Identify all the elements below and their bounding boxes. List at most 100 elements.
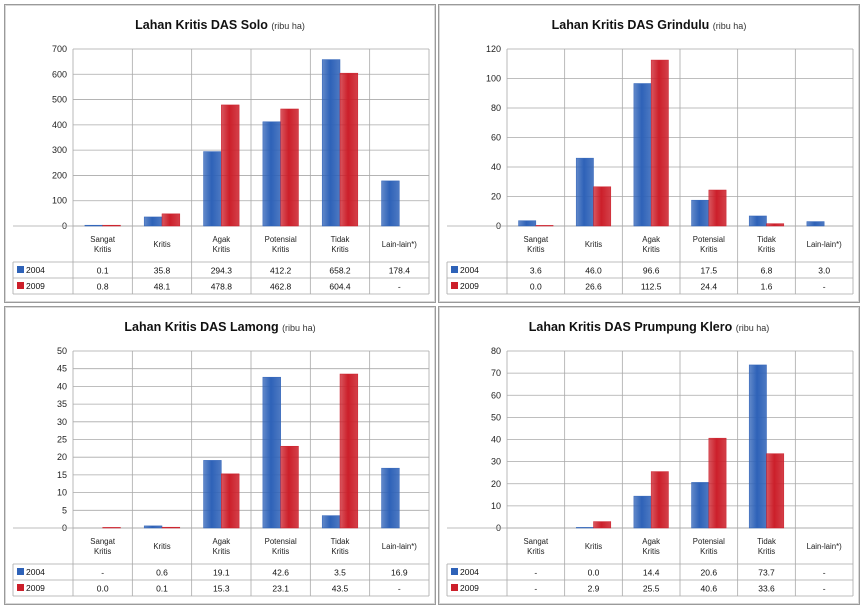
category-label: Tidak Kritis bbox=[331, 537, 350, 556]
category-label-line: Sangat bbox=[90, 537, 116, 546]
bar-2004 bbox=[748, 215, 767, 227]
category-label: Lain-lain*) bbox=[382, 542, 418, 551]
bar-2009 bbox=[766, 223, 785, 227]
category-label: Potensial Kritis bbox=[693, 235, 725, 254]
category-label: Sangat Kritis bbox=[90, 537, 116, 556]
category-label-line: Kritis bbox=[585, 240, 602, 249]
legend-label-2004: 2004 bbox=[26, 567, 45, 577]
category-label-line: Kritis bbox=[94, 547, 111, 556]
data-label: 16.9 bbox=[391, 568, 408, 578]
category-label-line: Potensial bbox=[265, 537, 297, 546]
data-label: - bbox=[534, 584, 537, 594]
category-label-line: Kritis bbox=[153, 542, 170, 551]
category-label-line: Tidak bbox=[331, 235, 350, 244]
category-label-line: Lain-lain*) bbox=[807, 240, 843, 249]
category-label-line: Kritis bbox=[331, 245, 348, 254]
category-label-line: Tidak bbox=[757, 235, 776, 244]
chart-title: Lahan Kritis DAS Prumpung Klero (ribu ha… bbox=[529, 320, 769, 334]
bar-2004 bbox=[143, 525, 163, 529]
y-tick-label: 400 bbox=[52, 120, 67, 130]
bar-2009 bbox=[593, 521, 612, 529]
chart-svg-solo: Lahan Kritis DAS Solo (ribu ha)010020030… bbox=[12, 18, 430, 295]
y-tick-label: 40 bbox=[491, 162, 501, 172]
chart-panel-grindulu: Lahan Kritis DAS Grindulu (ribu ha) 0 20 40… bbox=[438, 4, 860, 303]
category-label-line: Kritis bbox=[527, 245, 544, 254]
y-tick-label: 100 bbox=[52, 196, 67, 206]
category-label-line: Lain-lain*) bbox=[382, 240, 418, 249]
data-label: 23.1 bbox=[272, 584, 289, 594]
y-tick-label: 25 bbox=[57, 435, 67, 445]
y-tick-label: 120 bbox=[486, 44, 501, 54]
category-label-line: Sangat bbox=[523, 537, 549, 546]
category-label: Agak Kritis bbox=[212, 235, 230, 254]
category-label-line: Potensial bbox=[693, 537, 725, 546]
y-tick-label: 300 bbox=[52, 145, 67, 155]
data-label: - bbox=[398, 584, 401, 594]
data-label: 17.5 bbox=[701, 266, 718, 276]
bar-2004 bbox=[84, 224, 103, 227]
bar-2004 bbox=[633, 83, 652, 227]
data-label: 2.9 bbox=[588, 584, 600, 594]
data-label: - bbox=[398, 282, 401, 292]
data-label: 73.7 bbox=[758, 568, 775, 578]
bar-2009 bbox=[161, 213, 181, 227]
category-label-line: Agak bbox=[212, 235, 230, 244]
legend-label-2004: 2004 bbox=[460, 265, 479, 275]
legend-swatch-2004 bbox=[451, 266, 458, 273]
data-label: - bbox=[101, 568, 104, 578]
category-label-line: Tidak bbox=[331, 537, 350, 546]
category-label-line: Sangat bbox=[90, 235, 116, 244]
chart-svg-prumpung-klero: Lahan Kritis DAS Prumpung Klero (ribu ha… bbox=[446, 320, 854, 597]
category-label: Tidak Kritis bbox=[331, 235, 350, 254]
category-label: Kritis bbox=[585, 240, 602, 249]
chart-title-unit: (ribu ha) bbox=[271, 21, 305, 31]
category-label-line: Agak bbox=[642, 537, 660, 546]
bar-2004 bbox=[321, 59, 341, 227]
category-label: Agak Kritis bbox=[212, 537, 230, 556]
data-label: 112.5 bbox=[641, 282, 662, 292]
bar-2009 bbox=[161, 526, 181, 529]
y-tick-label: 60 bbox=[491, 133, 501, 143]
data-label: 35.8 bbox=[154, 266, 171, 276]
data-label: 43.5 bbox=[332, 584, 349, 594]
y-tick-label: 500 bbox=[52, 95, 67, 105]
bar-2009 bbox=[766, 453, 785, 529]
data-label: 46.0 bbox=[585, 266, 602, 276]
chart-title: Lahan Kritis DAS Lamong (ribu ha) bbox=[124, 320, 315, 334]
data-label: 658.2 bbox=[329, 266, 351, 276]
bar-2004 bbox=[321, 515, 341, 529]
data-label: 462.8 bbox=[270, 282, 292, 292]
bar-2009 bbox=[102, 224, 121, 227]
bar-2009 bbox=[102, 527, 121, 529]
chart-svg-lamong: Lahan Kritis DAS Lamong (ribu ha)0510152… bbox=[12, 320, 430, 597]
category-label: Kritis bbox=[585, 542, 602, 551]
y-tick-label: 20 bbox=[491, 192, 501, 202]
category-label: Sangat Kritis bbox=[90, 235, 116, 254]
category-label: Sangat Kritis bbox=[523, 537, 549, 556]
data-label: 96.6 bbox=[643, 266, 660, 276]
category-label: Lain-lain*) bbox=[807, 542, 843, 551]
bar-2009 bbox=[280, 445, 299, 529]
data-label: 42.6 bbox=[272, 568, 289, 578]
bar-2004 bbox=[691, 199, 710, 227]
data-label: 48.1 bbox=[154, 282, 171, 292]
category-label: Kritis bbox=[153, 240, 170, 249]
category-label-line: Potensial bbox=[265, 235, 297, 244]
chart-title-text: Lahan Kritis DAS Prumpung Klero bbox=[529, 320, 736, 334]
data-label: 3.0 bbox=[818, 266, 830, 276]
bar-2009 bbox=[221, 473, 240, 529]
category-label-line: Kritis bbox=[153, 240, 170, 249]
legend-swatch-2004 bbox=[17, 568, 24, 575]
chart-title-text: Lahan Kritis DAS Solo bbox=[135, 18, 271, 32]
bar-2009 bbox=[593, 186, 612, 227]
category-label-line: Kritis bbox=[272, 245, 289, 254]
data-label: 1.6 bbox=[761, 282, 773, 292]
y-tick-label: 600 bbox=[52, 69, 67, 79]
y-tick-label: 700 bbox=[52, 44, 67, 54]
data-label: - bbox=[823, 568, 826, 578]
y-tick-label: 50 bbox=[491, 412, 501, 422]
y-tick-label: 20 bbox=[57, 452, 67, 462]
category-label-line: Kritis bbox=[758, 245, 775, 254]
category-label: Lain-lain*) bbox=[807, 240, 843, 249]
y-tick-label: 50 bbox=[57, 346, 67, 356]
